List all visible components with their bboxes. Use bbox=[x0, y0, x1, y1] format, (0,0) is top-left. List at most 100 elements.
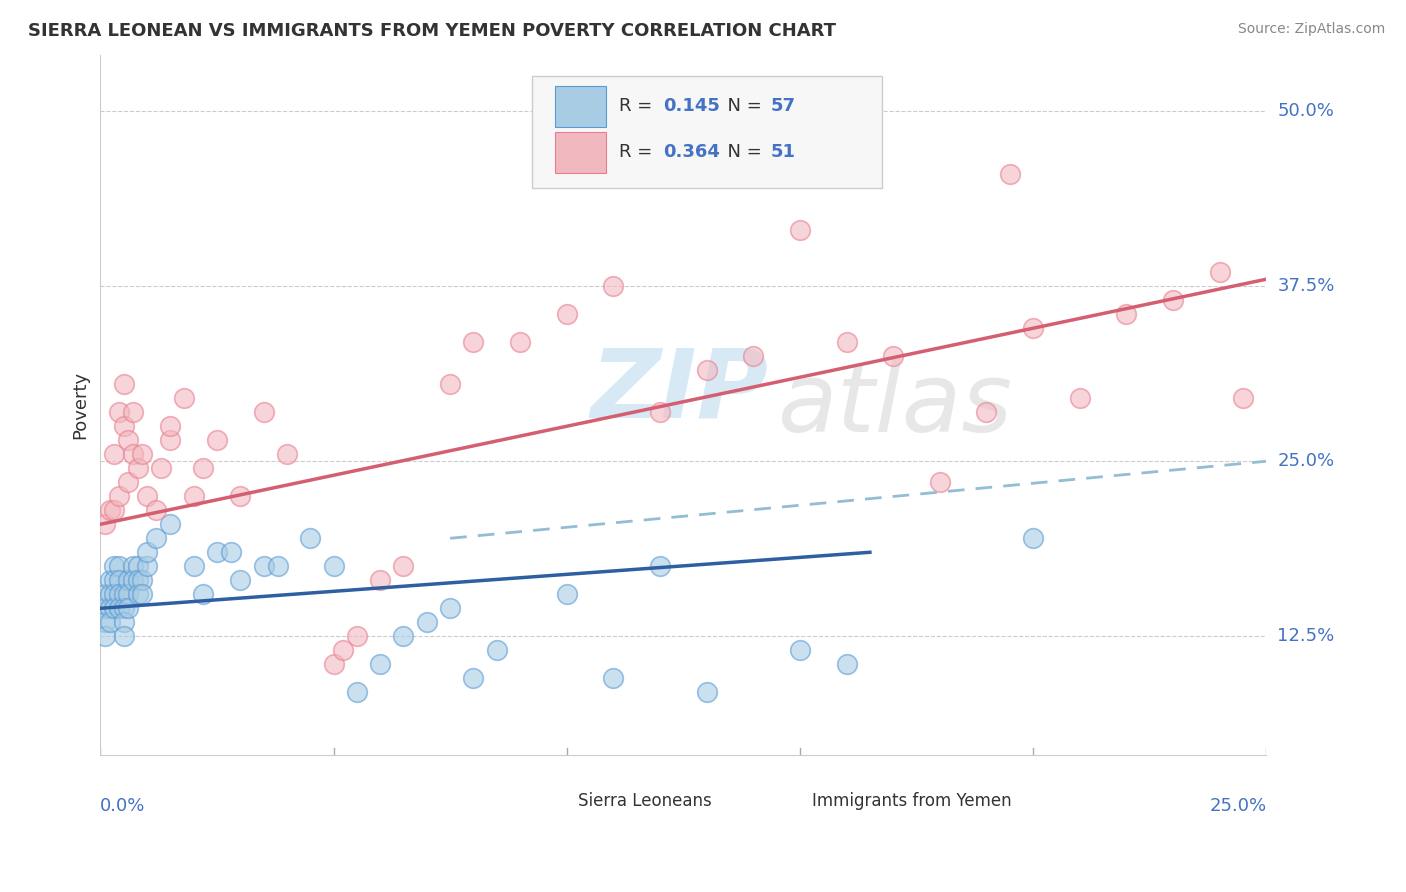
Point bbox=[742, 349, 765, 363]
Point bbox=[159, 517, 181, 532]
Point bbox=[648, 559, 671, 574]
Point bbox=[173, 391, 195, 405]
Point bbox=[555, 307, 578, 321]
Point bbox=[108, 601, 131, 615]
Point bbox=[127, 587, 149, 601]
Point bbox=[108, 587, 131, 601]
Point bbox=[103, 447, 125, 461]
Point bbox=[928, 475, 950, 490]
FancyBboxPatch shape bbox=[555, 132, 606, 173]
Point bbox=[416, 615, 439, 630]
Point bbox=[882, 349, 904, 363]
Text: SIERRA LEONEAN VS IMMIGRANTS FROM YEMEN POVERTY CORRELATION CHART: SIERRA LEONEAN VS IMMIGRANTS FROM YEMEN … bbox=[28, 22, 837, 40]
Point bbox=[1069, 391, 1091, 405]
Point bbox=[108, 559, 131, 574]
Point bbox=[122, 574, 145, 588]
Point bbox=[112, 587, 135, 601]
Point bbox=[392, 559, 415, 574]
Point bbox=[103, 503, 125, 517]
Text: 12.5%: 12.5% bbox=[1278, 627, 1334, 645]
Point bbox=[252, 559, 274, 574]
Point bbox=[191, 587, 214, 601]
Point bbox=[112, 615, 135, 630]
Point bbox=[94, 601, 117, 615]
Text: R =: R = bbox=[619, 143, 658, 161]
Point bbox=[149, 461, 172, 475]
Point bbox=[509, 335, 531, 350]
Point bbox=[205, 434, 228, 448]
Point bbox=[94, 587, 117, 601]
Point bbox=[112, 377, 135, 392]
Point bbox=[127, 461, 149, 475]
Text: 50.0%: 50.0% bbox=[1278, 103, 1334, 120]
Point bbox=[136, 545, 159, 559]
Point bbox=[229, 489, 252, 503]
Point bbox=[252, 405, 274, 419]
Point bbox=[602, 671, 624, 685]
Text: ZIP: ZIP bbox=[591, 344, 768, 438]
Point bbox=[103, 574, 125, 588]
Point bbox=[485, 643, 508, 657]
Text: 37.5%: 37.5% bbox=[1278, 277, 1334, 295]
Point bbox=[136, 559, 159, 574]
Point bbox=[976, 405, 998, 419]
Point bbox=[346, 685, 368, 699]
Point bbox=[696, 363, 718, 377]
Point bbox=[266, 559, 288, 574]
Point bbox=[117, 475, 139, 490]
Point bbox=[117, 587, 139, 601]
Point bbox=[112, 601, 135, 615]
Point bbox=[117, 574, 139, 588]
Point bbox=[1115, 307, 1137, 321]
Point bbox=[145, 503, 167, 517]
Point bbox=[789, 643, 811, 657]
Text: Immigrants from Yemen: Immigrants from Yemen bbox=[811, 792, 1011, 810]
FancyBboxPatch shape bbox=[762, 791, 804, 815]
Text: N =: N = bbox=[716, 96, 768, 115]
Point bbox=[696, 685, 718, 699]
Point bbox=[103, 601, 125, 615]
Point bbox=[555, 587, 578, 601]
Point bbox=[439, 601, 461, 615]
Point bbox=[322, 657, 344, 672]
Point bbox=[602, 279, 624, 293]
Point bbox=[98, 574, 121, 588]
Point bbox=[219, 545, 242, 559]
Point bbox=[103, 587, 125, 601]
Point bbox=[368, 657, 391, 672]
Point bbox=[322, 559, 344, 574]
Point bbox=[98, 601, 121, 615]
Point bbox=[463, 335, 485, 350]
Point bbox=[1208, 265, 1230, 279]
Text: 51: 51 bbox=[770, 143, 796, 161]
Point bbox=[94, 517, 117, 532]
Text: atlas: atlas bbox=[776, 359, 1011, 451]
Point bbox=[463, 671, 485, 685]
Text: 25.0%: 25.0% bbox=[1209, 797, 1267, 815]
Point bbox=[299, 531, 322, 545]
Point bbox=[1022, 321, 1045, 335]
Y-axis label: Poverty: Poverty bbox=[72, 371, 89, 439]
Point bbox=[117, 601, 139, 615]
Point bbox=[332, 643, 354, 657]
Point bbox=[136, 489, 159, 503]
Point bbox=[159, 434, 181, 448]
Point bbox=[117, 434, 139, 448]
Point bbox=[835, 335, 858, 350]
Point bbox=[127, 574, 149, 588]
Point bbox=[1022, 531, 1045, 545]
Text: N =: N = bbox=[716, 143, 768, 161]
Point bbox=[346, 629, 368, 643]
Point bbox=[131, 447, 153, 461]
Text: 0.364: 0.364 bbox=[664, 143, 720, 161]
Text: Sierra Leoneans: Sierra Leoneans bbox=[578, 792, 711, 810]
Point bbox=[94, 629, 117, 643]
Point bbox=[276, 447, 298, 461]
Point bbox=[112, 629, 135, 643]
Point bbox=[112, 419, 135, 434]
Text: 0.0%: 0.0% bbox=[100, 797, 146, 815]
Point bbox=[108, 489, 131, 503]
Point bbox=[131, 587, 153, 601]
FancyBboxPatch shape bbox=[530, 791, 571, 815]
Point bbox=[98, 615, 121, 630]
